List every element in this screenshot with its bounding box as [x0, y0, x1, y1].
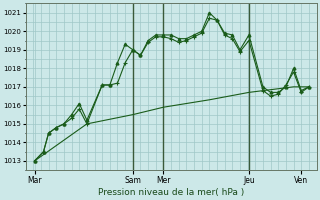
X-axis label: Pression niveau de la mer( hPa ): Pression niveau de la mer( hPa ) — [98, 188, 244, 197]
